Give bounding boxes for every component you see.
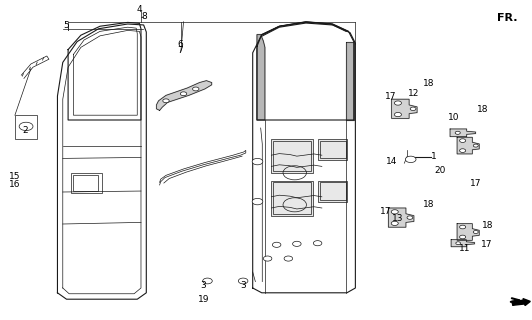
Text: 20: 20 (434, 166, 446, 175)
Polygon shape (450, 129, 476, 137)
Circle shape (405, 156, 416, 163)
Circle shape (252, 198, 263, 205)
Circle shape (284, 256, 293, 261)
Circle shape (252, 158, 263, 165)
Bar (15, 115, 37, 139)
Bar (271, 181, 313, 216)
Text: 8: 8 (142, 12, 147, 20)
Circle shape (460, 149, 466, 152)
Circle shape (391, 221, 398, 226)
Circle shape (180, 92, 187, 96)
Circle shape (272, 242, 281, 247)
Text: 4: 4 (137, 5, 142, 14)
Circle shape (460, 225, 466, 229)
Text: 10: 10 (447, 113, 459, 122)
Circle shape (238, 278, 248, 284)
Text: 5: 5 (63, 21, 69, 30)
Polygon shape (451, 240, 475, 247)
Circle shape (263, 256, 272, 261)
Bar (271, 139, 313, 173)
Polygon shape (457, 137, 479, 154)
Text: 17: 17 (385, 92, 397, 101)
Bar (273, 182, 311, 214)
Circle shape (313, 241, 322, 246)
Circle shape (456, 242, 461, 244)
Circle shape (460, 139, 466, 142)
Polygon shape (257, 35, 265, 120)
Polygon shape (156, 81, 212, 110)
Text: 18: 18 (423, 200, 435, 209)
Text: 18: 18 (423, 79, 435, 88)
Text: 19: 19 (197, 295, 209, 304)
Circle shape (473, 144, 478, 147)
Polygon shape (392, 99, 417, 118)
FancyArrow shape (512, 299, 530, 306)
Bar (73, 175, 98, 191)
Text: 1: 1 (431, 152, 436, 161)
Text: 3: 3 (201, 281, 206, 290)
Circle shape (203, 278, 212, 284)
Circle shape (391, 210, 398, 214)
Text: 14: 14 (386, 157, 398, 166)
Polygon shape (457, 224, 479, 240)
Polygon shape (346, 42, 354, 120)
Bar (71, 173, 102, 193)
Text: 13: 13 (392, 214, 404, 223)
Bar (273, 141, 311, 171)
Bar (320, 182, 346, 200)
Text: 6: 6 (177, 40, 182, 49)
Circle shape (193, 87, 199, 91)
Text: 7: 7 (177, 46, 182, 55)
Circle shape (473, 230, 478, 234)
Circle shape (163, 99, 169, 103)
Circle shape (455, 131, 460, 134)
Circle shape (407, 216, 413, 219)
Circle shape (410, 107, 416, 110)
Text: 3: 3 (241, 281, 246, 290)
Text: 16: 16 (9, 180, 21, 189)
Polygon shape (388, 208, 414, 227)
Bar (318, 139, 347, 160)
Text: 2: 2 (22, 126, 28, 135)
Text: 15: 15 (9, 172, 21, 181)
Text: 12: 12 (408, 89, 420, 98)
Text: 17: 17 (470, 179, 482, 188)
Text: 17: 17 (481, 240, 493, 249)
Bar (320, 141, 346, 158)
Text: 11: 11 (459, 244, 470, 253)
Circle shape (460, 235, 466, 239)
Circle shape (394, 112, 402, 117)
Polygon shape (262, 22, 348, 35)
Circle shape (293, 241, 301, 246)
Text: 18: 18 (477, 105, 488, 114)
Text: 17: 17 (380, 207, 392, 216)
Circle shape (394, 101, 402, 105)
Text: FR.: FR. (497, 12, 518, 23)
Text: 18: 18 (481, 221, 493, 230)
Circle shape (19, 122, 33, 131)
Bar (318, 181, 347, 202)
